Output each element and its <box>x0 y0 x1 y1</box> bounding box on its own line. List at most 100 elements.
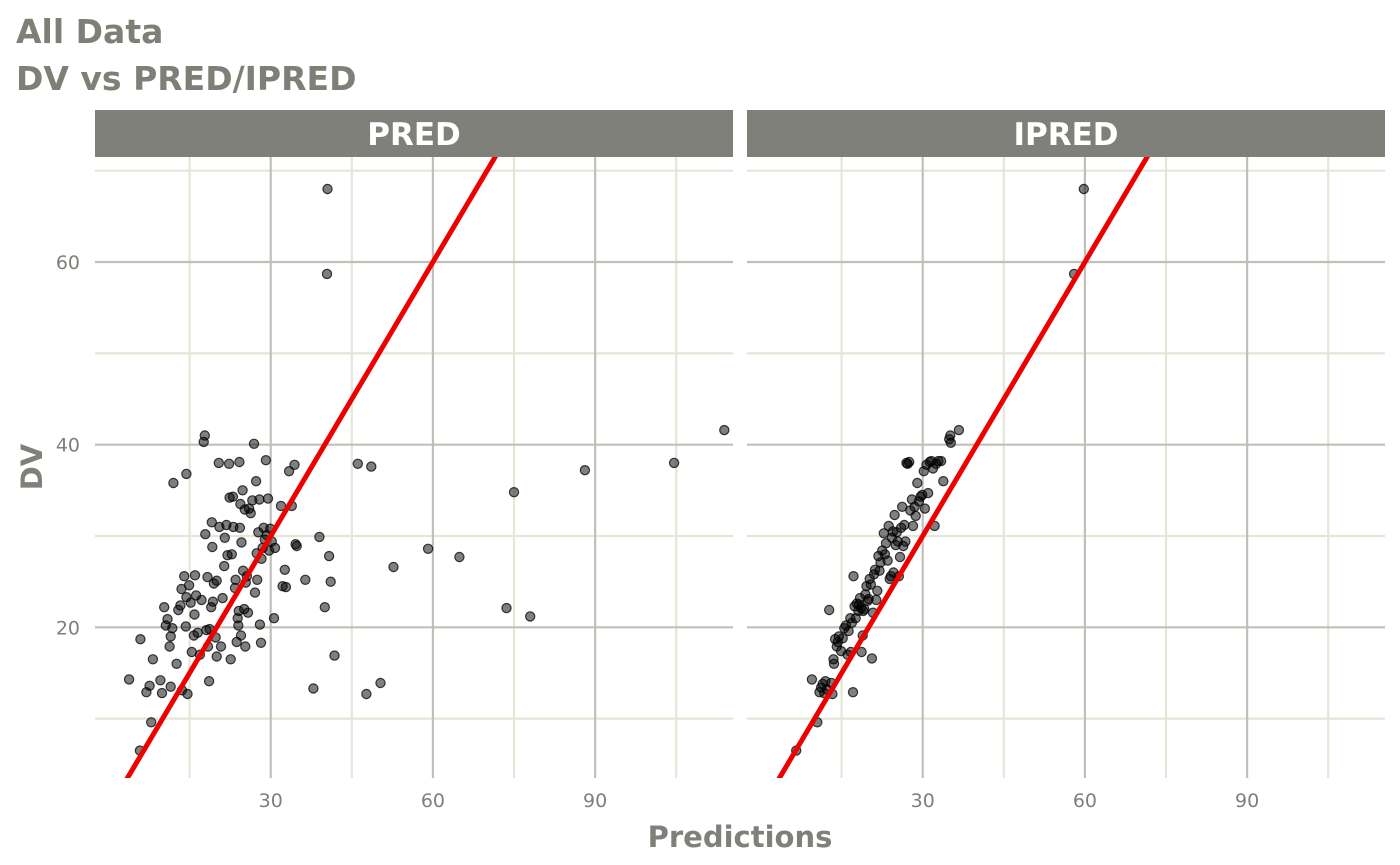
data-point <box>164 641 175 652</box>
data-point <box>207 541 218 553</box>
data-point <box>178 571 190 582</box>
data-point <box>319 602 330 613</box>
data-point <box>144 680 155 692</box>
data-point <box>200 529 211 540</box>
data-point <box>183 580 195 591</box>
data-point <box>889 509 900 521</box>
data-point <box>211 651 222 662</box>
y-tick-label: 20 <box>56 617 80 639</box>
data-point <box>361 688 372 700</box>
x-tick-label: 60 <box>1073 790 1097 812</box>
data-point <box>181 468 192 480</box>
data-point <box>454 551 465 563</box>
data-point <box>279 564 290 576</box>
data-point <box>182 688 193 700</box>
data-point <box>352 458 363 469</box>
data-point <box>206 517 217 528</box>
data-point <box>252 574 263 586</box>
data-point <box>156 687 168 699</box>
x-axis-label: Predictions <box>648 820 833 854</box>
data-point <box>202 571 213 583</box>
data-point <box>945 437 957 448</box>
data-point <box>366 461 377 472</box>
data-point <box>579 465 591 476</box>
data-point <box>218 560 230 572</box>
data-point <box>233 620 244 631</box>
data-point <box>242 607 254 618</box>
data-point <box>894 551 906 563</box>
data-point <box>168 477 179 489</box>
data-point <box>322 183 333 195</box>
panel-ipred <box>747 157 1385 778</box>
data-point <box>236 537 247 548</box>
data-point <box>806 674 818 685</box>
data-point <box>314 531 325 543</box>
data-point <box>508 487 520 498</box>
data-point <box>321 268 333 280</box>
identity-line <box>124 157 499 778</box>
data-point <box>910 510 921 522</box>
data-point <box>225 654 236 665</box>
data-point <box>866 653 878 664</box>
data-point <box>189 609 200 620</box>
data-point <box>250 476 262 487</box>
x-tick-label: 30 <box>259 790 283 812</box>
data-point <box>211 575 222 586</box>
data-point <box>308 683 319 694</box>
data-point <box>167 623 178 634</box>
data-point <box>230 574 241 586</box>
data-point <box>329 650 340 661</box>
data-point <box>865 579 877 590</box>
data-point <box>235 630 247 641</box>
data-point <box>249 587 261 598</box>
data-point <box>180 621 191 632</box>
data-point <box>245 508 256 519</box>
data-point <box>525 611 536 622</box>
data-point <box>848 571 859 582</box>
data-point <box>828 658 840 670</box>
data-point <box>871 594 882 606</box>
data-point <box>207 596 219 607</box>
chart-panels: 20 40 60 PRED 30 60 90 IPRED 30 60 90 <box>56 110 1385 812</box>
data-point <box>300 574 311 586</box>
data-point <box>268 613 280 624</box>
data-point <box>215 641 227 652</box>
data-point <box>912 477 923 489</box>
data-point <box>275 500 287 512</box>
data-point <box>938 476 949 487</box>
data-point <box>262 493 274 504</box>
data-point <box>254 494 265 505</box>
data-point <box>240 641 251 652</box>
y-tick-label: 40 <box>56 435 80 457</box>
data-point <box>375 677 386 689</box>
data-point <box>847 687 859 698</box>
data-point <box>248 438 260 449</box>
x-tick-label: 90 <box>1235 790 1259 812</box>
data-point <box>237 485 248 496</box>
data-point <box>255 637 267 649</box>
data-point <box>189 570 201 581</box>
data-point <box>192 627 203 639</box>
data-point <box>919 503 931 514</box>
data-point <box>203 676 215 687</box>
chart-subtitle: DV vs PRED/IPRED <box>16 59 357 98</box>
data-point <box>882 555 893 566</box>
data-point <box>325 576 336 587</box>
data-point <box>147 654 159 665</box>
y-tick-label: 60 <box>56 252 80 274</box>
data-point <box>234 522 246 534</box>
data-point <box>872 585 883 597</box>
data-point <box>899 519 910 531</box>
facet-strip <box>95 110 733 157</box>
data-point <box>291 540 302 552</box>
data-point <box>199 430 210 441</box>
data-point <box>837 633 848 644</box>
data-point <box>254 619 266 630</box>
data-point <box>922 487 934 499</box>
data-point <box>217 592 228 604</box>
data-point <box>165 681 176 692</box>
data-point <box>145 717 157 728</box>
data-point <box>165 631 176 642</box>
data-point <box>196 594 207 606</box>
data-point <box>1078 183 1090 195</box>
